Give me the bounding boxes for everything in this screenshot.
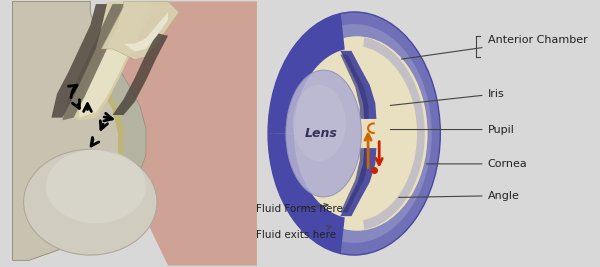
Text: Anterior Chamber: Anterior Chamber xyxy=(401,35,587,59)
Ellipse shape xyxy=(293,85,346,161)
Polygon shape xyxy=(74,65,124,239)
Ellipse shape xyxy=(46,149,146,223)
Polygon shape xyxy=(363,37,425,230)
Polygon shape xyxy=(340,54,368,119)
Text: Cornea: Cornea xyxy=(427,159,527,169)
Polygon shape xyxy=(268,13,345,134)
Text: Iris: Iris xyxy=(390,89,504,105)
Polygon shape xyxy=(79,7,146,118)
Polygon shape xyxy=(101,1,179,60)
Polygon shape xyxy=(113,33,168,115)
Polygon shape xyxy=(1,1,257,266)
Polygon shape xyxy=(52,4,107,118)
Text: Fluid Forms here: Fluid Forms here xyxy=(256,203,343,214)
Ellipse shape xyxy=(277,24,431,243)
Polygon shape xyxy=(13,1,146,260)
Polygon shape xyxy=(79,49,146,245)
Polygon shape xyxy=(113,1,257,266)
Polygon shape xyxy=(340,148,368,213)
Polygon shape xyxy=(124,12,168,52)
Polygon shape xyxy=(68,1,151,120)
Text: Fluid exits here: Fluid exits here xyxy=(256,226,336,240)
Ellipse shape xyxy=(268,12,440,255)
Ellipse shape xyxy=(286,36,428,231)
Polygon shape xyxy=(340,51,376,119)
Polygon shape xyxy=(268,134,345,254)
Polygon shape xyxy=(340,148,376,216)
Text: Angle: Angle xyxy=(398,191,520,201)
Text: Lens: Lens xyxy=(304,127,337,140)
Ellipse shape xyxy=(23,149,157,255)
Polygon shape xyxy=(62,4,124,120)
Ellipse shape xyxy=(286,70,361,197)
Text: Pupil: Pupil xyxy=(391,124,514,135)
